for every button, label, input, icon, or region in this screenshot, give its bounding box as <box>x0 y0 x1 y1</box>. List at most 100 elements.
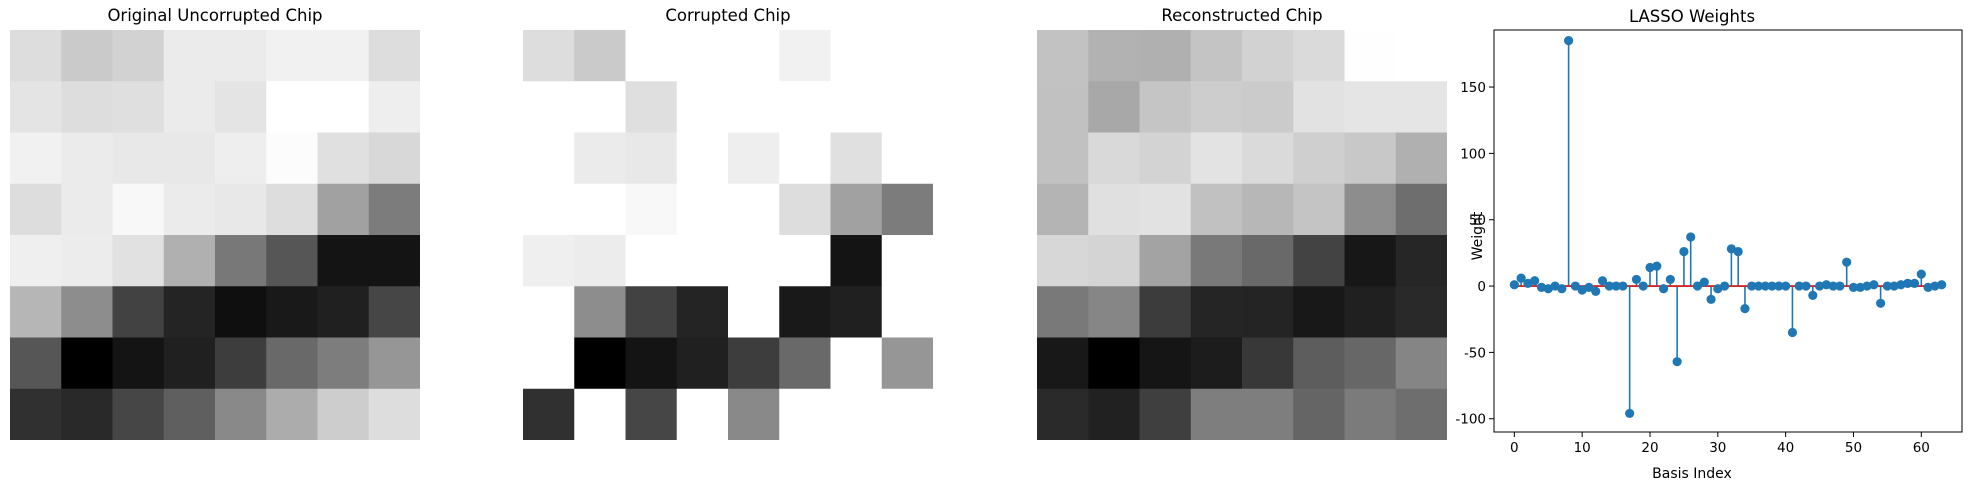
pixel-cell <box>317 235 370 287</box>
pixel-cell <box>61 235 114 287</box>
stem-marker <box>1584 282 1594 292</box>
y-tick-label: 100 <box>1460 146 1486 162</box>
plot-frame <box>1493 29 1963 433</box>
pixel-cell <box>1088 388 1141 440</box>
pixel-cell <box>1139 81 1192 134</box>
stem-marker <box>1631 274 1642 285</box>
stem-marker <box>1747 281 1757 291</box>
pixel-cell <box>881 337 933 390</box>
pixel-cell <box>676 30 729 82</box>
pixel-cell <box>10 183 62 236</box>
pixel-cell <box>779 183 832 236</box>
pixel-cell <box>779 337 832 390</box>
y-tick-label: -100 <box>1455 412 1486 428</box>
stem-marker <box>1625 408 1635 419</box>
y-tick-label: 150 <box>1460 80 1486 96</box>
stem-marker <box>1828 281 1838 291</box>
pixel-cell <box>830 286 883 339</box>
pixel-cell <box>1139 286 1192 339</box>
pixel-cell <box>779 286 832 339</box>
pixel-cell <box>1139 388 1192 440</box>
x-tick-label: 30 <box>1709 440 1726 456</box>
stem-marker <box>1760 281 1770 291</box>
pixel-cell <box>523 81 575 134</box>
stem-marker <box>1869 280 1879 290</box>
pixel-cell <box>728 183 780 236</box>
pixel-cell <box>1395 235 1447 287</box>
pixel-cell <box>523 132 575 185</box>
pixel-cell <box>523 337 575 390</box>
pixel-cell <box>830 337 883 390</box>
pixel-cell <box>215 388 267 440</box>
stem-marker <box>1530 276 1540 286</box>
stem-marker <box>1835 281 1845 291</box>
pixel-cell <box>676 337 729 390</box>
pixel-cell <box>728 132 780 185</box>
pixel-cell <box>625 183 678 236</box>
pixel-cell <box>1139 183 1192 236</box>
stem-marker <box>1720 281 1730 291</box>
pixel-cell <box>163 81 216 134</box>
pixel-cell <box>574 183 627 236</box>
pixel-cell <box>1139 235 1192 287</box>
stem-marker <box>1808 290 1818 300</box>
reconstructed-chip-title: Reconstructed Chip <box>1161 6 1323 25</box>
stem-marker <box>1882 281 1892 291</box>
stem-marker <box>1706 294 1716 304</box>
lasso-chart-title: LASSO Weights <box>1629 7 1755 26</box>
pixel-cell <box>368 81 420 134</box>
pixel-cell <box>112 388 165 440</box>
pixel-cell <box>625 388 678 440</box>
pixel-cell <box>881 388 933 440</box>
pixel-cell <box>266 235 319 287</box>
pixel-cell <box>1088 132 1141 185</box>
stem-marker <box>1876 298 1886 308</box>
stem-marker <box>1557 284 1567 294</box>
pixel-cell <box>1344 337 1397 390</box>
pixel-cell <box>1395 30 1447 82</box>
x-tick-label: 20 <box>1641 440 1658 456</box>
pixel-cell <box>779 388 832 440</box>
pixel-cell <box>61 30 114 82</box>
pixel-cell <box>881 235 933 287</box>
pixel-cell <box>112 81 165 134</box>
pixel-cell <box>317 388 370 440</box>
pixel-cell <box>881 30 933 82</box>
pixel-cell <box>1395 337 1447 390</box>
y-tick-label: -50 <box>1464 345 1486 361</box>
pixel-cell <box>163 30 216 82</box>
pixel-cell <box>61 132 114 185</box>
stem-marker <box>1658 284 1669 294</box>
pixel-cell <box>61 183 114 236</box>
pixel-cell <box>317 81 370 134</box>
pixel-cell <box>317 30 370 82</box>
pixel-cell <box>1395 286 1447 339</box>
pixel-cell <box>266 337 319 390</box>
x-axis-label: Basis Index <box>1652 466 1732 482</box>
original-chip-title: Original Uncorrupted Chip <box>107 6 323 25</box>
pixel-cell <box>266 286 319 339</box>
pixel-cell <box>1037 81 1089 134</box>
pixel-cell <box>10 30 62 82</box>
pixel-cell <box>1088 235 1141 287</box>
pixel-cell <box>574 81 627 134</box>
pixel-cell <box>10 132 62 185</box>
pixel-cell <box>1344 132 1397 185</box>
pixel-cell <box>881 132 933 185</box>
pixel-cell <box>830 388 883 440</box>
pixel-cell <box>676 132 729 185</box>
pixel-cell <box>625 30 678 82</box>
pixel-cell <box>523 235 575 287</box>
pixel-cell <box>215 183 267 236</box>
pixel-cell <box>1139 337 1192 390</box>
stem-marker <box>1564 36 1574 46</box>
pixel-cell <box>881 286 933 339</box>
pixel-cell <box>1242 235 1294 287</box>
pixel-cell <box>1395 183 1447 236</box>
pixel-cell <box>1190 235 1243 287</box>
pixel-cell <box>779 81 832 134</box>
stem-marker <box>1516 273 1526 283</box>
pixel-cell <box>61 286 114 339</box>
pixel-cell <box>676 81 729 134</box>
pixel-cell <box>779 30 832 82</box>
